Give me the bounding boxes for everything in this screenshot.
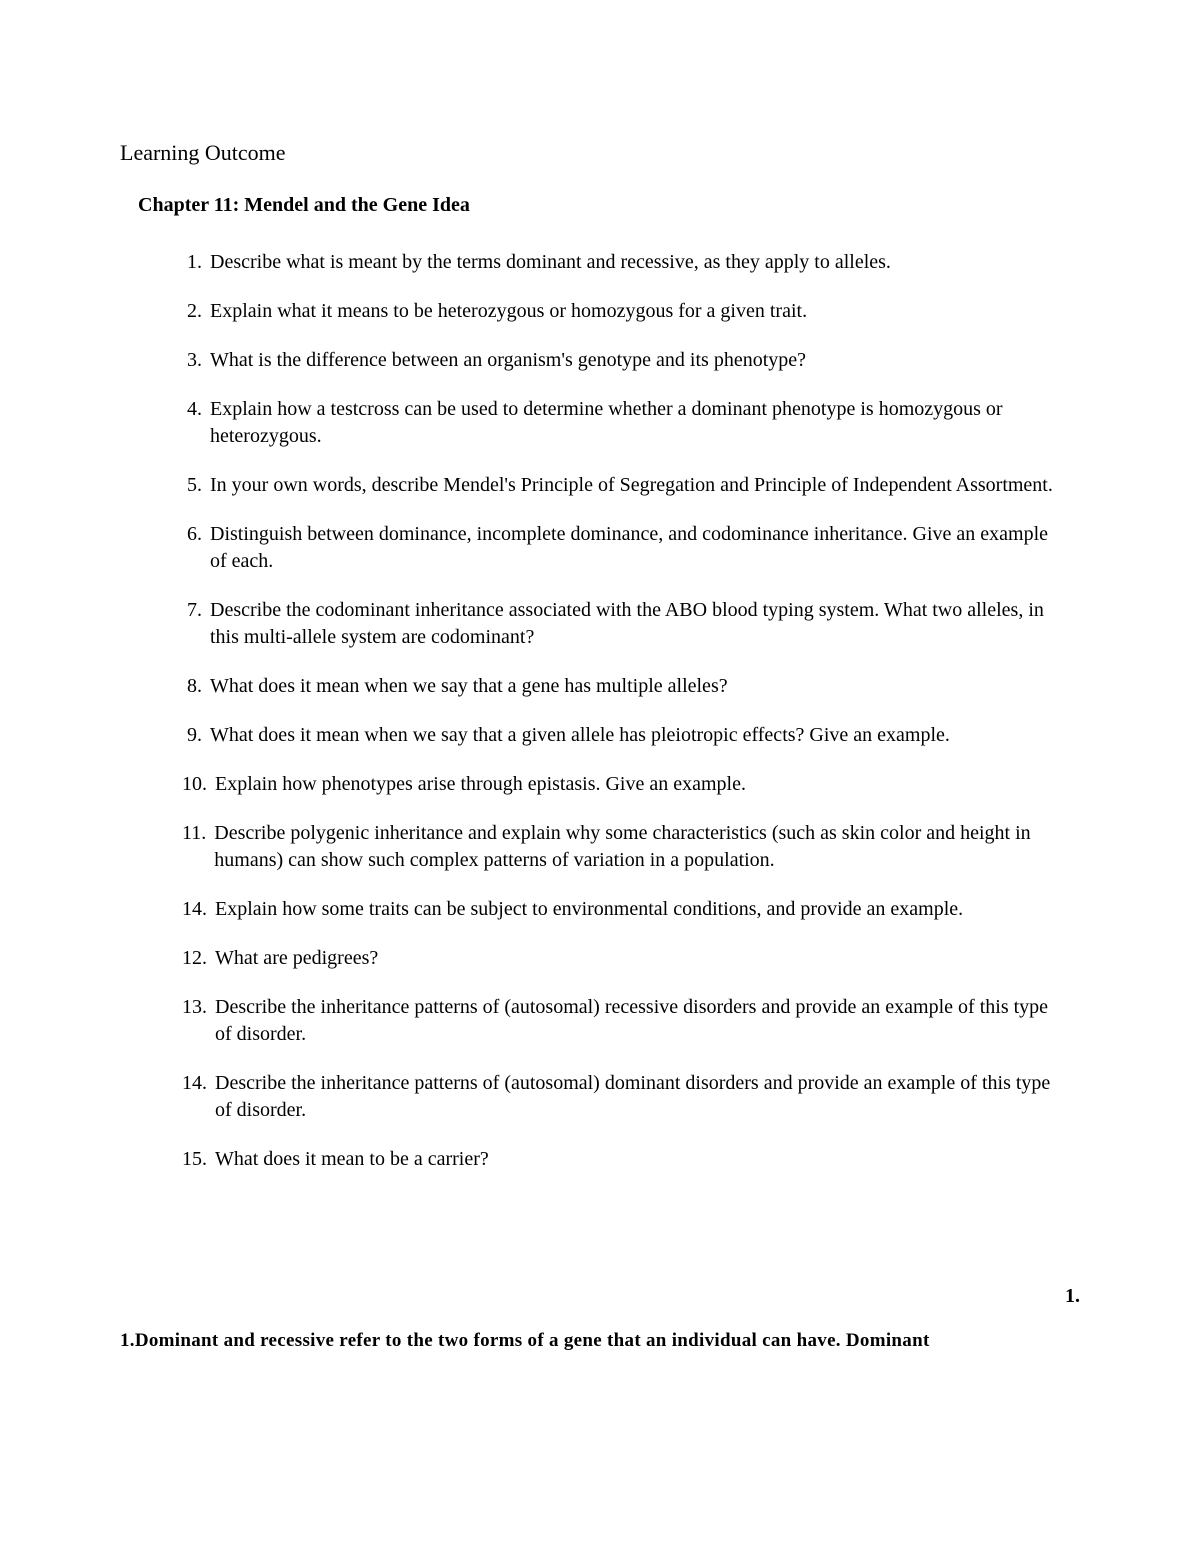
list-item: 15. What does it mean to be a carrier? [182, 1146, 1080, 1173]
question-list: 1. Describe what is meant by the terms d… [182, 249, 1080, 1173]
list-text: Explain how some traits can be subject t… [215, 896, 1080, 923]
answer-text: 1.Dominant and recessive refer to the tw… [120, 1330, 930, 1352]
list-item: 12. What are pedigrees? [182, 945, 1080, 972]
list-number: 9. [182, 722, 210, 749]
list-number: 10. [182, 771, 215, 798]
list-number: 13. [182, 994, 215, 1048]
list-number: 3. [182, 347, 210, 374]
chapter-title: Chapter 11: Mendel and the Gene Idea [138, 194, 1080, 217]
list-item: 8. What does it mean when we say that a … [182, 673, 1080, 700]
list-number: 6. [182, 521, 210, 575]
list-number: 2. [182, 298, 210, 325]
list-item: 6. Distinguish between dominance, incomp… [182, 521, 1080, 575]
list-item: 7. Describe the codominant inheritance a… [182, 597, 1080, 651]
list-text: In your own words, describe Mendel's Pri… [210, 472, 1080, 499]
list-text: Describe the codominant inheritance asso… [210, 597, 1080, 651]
list-item: 10. Explain how phenotypes arise through… [182, 771, 1080, 798]
list-text: Describe the inheritance patterns of (au… [215, 994, 1080, 1048]
list-item: 5. In your own words, describe Mendel's … [182, 472, 1080, 499]
list-text: Explain how a testcross can be used to d… [210, 396, 1080, 450]
list-number: 5. [182, 472, 210, 499]
page-number: 1. [1065, 1285, 1080, 1308]
list-text: Explain how phenotypes arise through epi… [215, 771, 1080, 798]
list-number: 12. [182, 945, 215, 972]
list-text: What are pedigrees? [215, 945, 1080, 972]
list-number: 1. [182, 249, 210, 276]
list-item: 2. Explain what it means to be heterozyg… [182, 298, 1080, 325]
list-text: Describe the inheritance patterns of (au… [215, 1070, 1080, 1124]
list-text: What does it mean when we say that a giv… [210, 722, 1080, 749]
list-item: 3. What is the difference between an org… [182, 347, 1080, 374]
list-number: 7. [182, 597, 210, 651]
list-text: Describe what is meant by the terms domi… [210, 249, 1080, 276]
list-text: Explain what it means to be heterozygous… [210, 298, 1080, 325]
document-page: Learning Outcome Chapter 11: Mendel and … [0, 0, 1200, 1173]
list-item: 14. Describe the inheritance patterns of… [182, 1070, 1080, 1124]
list-number: 11. [182, 820, 214, 874]
list-number: 8. [182, 673, 210, 700]
list-number: 15. [182, 1146, 215, 1173]
list-item: 11. Describe polygenic inheritance and e… [182, 820, 1080, 874]
list-text: Describe polygenic inheritance and expla… [214, 820, 1080, 874]
list-number: 14. [182, 896, 215, 923]
list-item: 1. Describe what is meant by the terms d… [182, 249, 1080, 276]
list-item: 4. Explain how a testcross can be used t… [182, 396, 1080, 450]
list-number: 4. [182, 396, 210, 450]
list-text: What is the difference between an organi… [210, 347, 1080, 374]
list-text: What does it mean to be a carrier? [215, 1146, 1080, 1173]
list-text: What does it mean when we say that a gen… [210, 673, 1080, 700]
list-item: 13. Describe the inheritance patterns of… [182, 994, 1080, 1048]
list-text: Distinguish between dominance, incomplet… [210, 521, 1080, 575]
list-number: 14. [182, 1070, 215, 1124]
section-heading: Learning Outcome [120, 140, 1080, 166]
list-item: 14. Explain how some traits can be subje… [182, 896, 1080, 923]
list-item: 9. What does it mean when we say that a … [182, 722, 1080, 749]
